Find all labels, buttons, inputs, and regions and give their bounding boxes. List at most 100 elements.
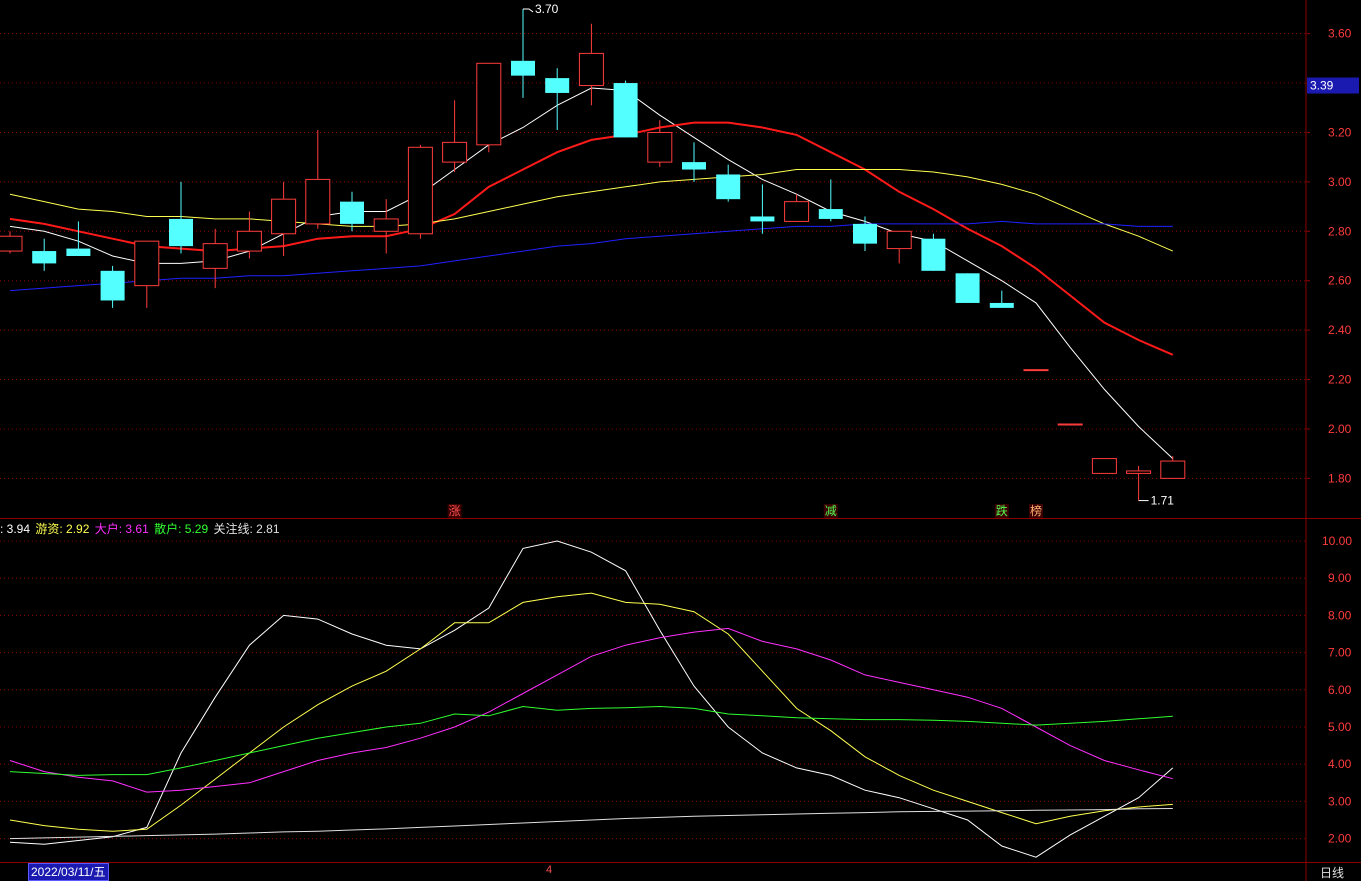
indicator-tick-label: 3.00 bbox=[1328, 794, 1352, 808]
candle-body bbox=[0, 235, 23, 252]
signal-marker: 涨 bbox=[449, 503, 461, 518]
candle[interactable] bbox=[476, 62, 502, 153]
candle[interactable] bbox=[613, 80, 638, 138]
indicator-panel[interactable] bbox=[9, 540, 1174, 858]
price-tick-label: 3.20 bbox=[1328, 125, 1352, 139]
candle-body bbox=[613, 83, 638, 138]
indicator-tick-label: 8.00 bbox=[1328, 608, 1352, 622]
youzi-line bbox=[9, 592, 1173, 832]
high-label: 3.70 bbox=[535, 2, 559, 16]
cursor-date-label: 2022/03/11/五 bbox=[28, 863, 109, 881]
candle[interactable] bbox=[32, 238, 57, 271]
candle[interactable] bbox=[236, 211, 262, 259]
indicator-tick-label: 6.00 bbox=[1328, 683, 1352, 697]
candle[interactable] bbox=[955, 273, 980, 303]
candle-body bbox=[1091, 458, 1117, 474]
current-price-label: 3.39 bbox=[1310, 79, 1334, 93]
price-tick-label: 2.60 bbox=[1328, 274, 1352, 288]
indicator-tick-label: 10.00 bbox=[1322, 534, 1352, 548]
current-price-box bbox=[1307, 77, 1359, 94]
candle[interactable] bbox=[853, 216, 877, 252]
dahu-line bbox=[9, 627, 1173, 793]
candle-body bbox=[750, 216, 775, 222]
cursor-marker: 4 bbox=[546, 864, 553, 876]
candle-body bbox=[578, 52, 604, 87]
candle[interactable] bbox=[784, 194, 810, 222]
candle-body bbox=[989, 302, 1014, 308]
candle-body bbox=[511, 60, 535, 76]
candle-body bbox=[1160, 460, 1186, 479]
candle[interactable] bbox=[682, 142, 706, 182]
indicator-tick-label: 4.00 bbox=[1328, 757, 1352, 771]
low-label: 1.71 bbox=[1151, 494, 1175, 508]
price-tick-label: 3.00 bbox=[1328, 175, 1352, 189]
candle[interactable] bbox=[578, 23, 604, 106]
price-tick-label: 2.20 bbox=[1328, 373, 1352, 387]
candle[interactable] bbox=[340, 191, 364, 232]
candle[interactable] bbox=[169, 181, 193, 254]
indicator-tick-label: 7.00 bbox=[1328, 646, 1352, 660]
signal-marker: 跌 bbox=[996, 503, 1008, 518]
candle[interactable] bbox=[442, 100, 468, 172]
candle[interactable] bbox=[921, 233, 946, 271]
candle[interactable] bbox=[0, 231, 23, 254]
grid-layer bbox=[0, 33, 1306, 840]
candle-body bbox=[853, 223, 877, 244]
candle[interactable] bbox=[373, 199, 399, 254]
candle[interactable] bbox=[1091, 458, 1117, 474]
line_a-line bbox=[9, 540, 1174, 858]
candle[interactable] bbox=[647, 120, 673, 168]
price-panel[interactable]: 3.70 1.71 涨 减 跌 榜 bbox=[0, 2, 1186, 518]
candle-body bbox=[886, 230, 912, 250]
candle[interactable] bbox=[271, 181, 297, 256]
candle[interactable] bbox=[989, 290, 1014, 308]
price-tick-label: 3.60 bbox=[1328, 27, 1352, 41]
candle[interactable] bbox=[1057, 423, 1083, 426]
signal-marker-bg bbox=[994, 504, 1009, 518]
candle[interactable] bbox=[1023, 369, 1049, 372]
indicator-tick-label: 2.00 bbox=[1328, 832, 1352, 846]
candle[interactable] bbox=[818, 179, 843, 222]
signal-marker-bg bbox=[1029, 504, 1043, 518]
price-tick-label: 2.80 bbox=[1328, 224, 1352, 238]
candle[interactable] bbox=[407, 144, 433, 239]
high-pointer bbox=[523, 8, 534, 13]
candle[interactable] bbox=[134, 240, 160, 308]
candle[interactable] bbox=[545, 68, 570, 130]
price-tick-label: 2.40 bbox=[1328, 323, 1352, 337]
indicator-tick-label: 5.00 bbox=[1328, 720, 1352, 734]
candle-body bbox=[100, 270, 125, 301]
ma60-line bbox=[9, 220, 1173, 292]
candle[interactable] bbox=[886, 230, 912, 264]
candle[interactable] bbox=[511, 8, 535, 98]
candle-body bbox=[169, 218, 193, 247]
candle[interactable] bbox=[305, 130, 331, 229]
candle-body bbox=[476, 62, 502, 146]
candle[interactable] bbox=[1160, 456, 1186, 479]
candle-body bbox=[682, 162, 706, 170]
indicator-tick-label: 9.00 bbox=[1328, 571, 1352, 585]
legend-youzi: 游资: 2.92 bbox=[35, 522, 90, 536]
candle[interactable] bbox=[1126, 466, 1152, 501]
candle-body bbox=[647, 131, 673, 163]
signal-marker: 减 bbox=[825, 504, 837, 518]
guanzhu-line bbox=[9, 808, 1173, 840]
candle-body bbox=[1057, 423, 1083, 426]
period-label[interactable]: 日线 bbox=[1320, 866, 1345, 880]
candle-body bbox=[442, 141, 468, 163]
candle[interactable] bbox=[66, 221, 91, 256]
price-tick-label: 1.80 bbox=[1328, 471, 1352, 485]
candle-body bbox=[236, 230, 262, 252]
candle-body bbox=[784, 201, 810, 222]
candle[interactable] bbox=[202, 228, 228, 289]
candle-body bbox=[134, 240, 160, 287]
candle[interactable] bbox=[750, 184, 775, 234]
candle[interactable] bbox=[716, 164, 741, 202]
candle-body bbox=[1126, 470, 1152, 474]
ma20-line bbox=[9, 169, 1173, 252]
candle[interactable] bbox=[100, 265, 125, 308]
candle-body bbox=[340, 201, 364, 224]
candle-body bbox=[202, 243, 228, 269]
